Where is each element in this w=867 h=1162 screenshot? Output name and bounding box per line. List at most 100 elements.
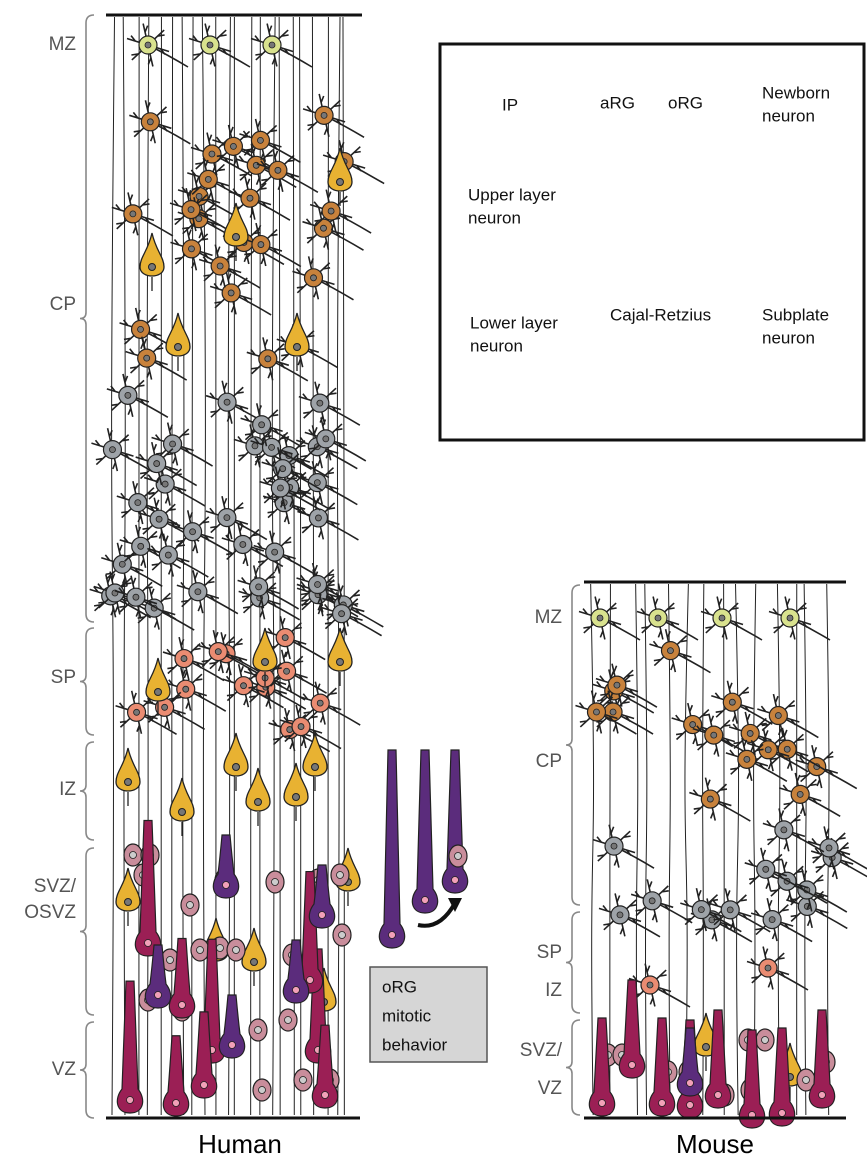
radial-glia [219,995,244,1058]
nucleus [317,400,323,406]
mouse-label: Mouse [676,1129,754,1159]
radial-fiber [668,584,670,1115]
nucleus [655,615,661,621]
org-box-text: behavior [382,1035,448,1054]
nucleus [687,1102,694,1109]
neuron [757,694,818,737]
zone-label: CP [50,294,76,315]
zone-label: SP [537,942,562,963]
nucleus [629,1062,636,1069]
nucleus [715,1092,722,1099]
neuron [296,461,357,504]
zone-brace [80,742,94,840]
nucleus [144,355,150,361]
neuron [112,192,173,235]
legend-label: aRG [600,93,635,112]
nucleus [167,957,174,964]
ip-cell [279,1009,297,1031]
nucleus [183,686,189,692]
newborn-neuron [116,748,140,806]
nucleus [300,1077,307,1084]
neuron [593,825,654,868]
nucleus [294,344,301,351]
nucleus [719,615,725,621]
nucleus [127,1097,134,1104]
nucleus [452,877,459,884]
nucleus [319,912,326,919]
legend-label: neuron [762,328,815,347]
nucleus [255,799,262,806]
nucleus [241,683,247,689]
radial-fiber [591,584,594,1115]
ip-cell [331,864,349,886]
radial-glia [379,750,404,948]
nucleus [145,940,152,947]
nucleus [205,176,211,182]
neuron [747,947,808,990]
nucleus [156,516,162,522]
zone-brace [566,912,580,1013]
ip-cell [449,845,467,867]
radial-fiber [804,584,806,1115]
nucleus [228,290,234,296]
nucleus [765,747,771,753]
newborn-neuron [140,233,164,291]
nucleus [317,700,323,706]
soma [328,628,352,686]
radial-glia [442,750,467,893]
soma [116,748,140,806]
nucleus [455,853,462,860]
neuron [210,271,271,314]
nucleus [269,42,275,48]
zone-label: CP [536,751,562,772]
soma [224,733,248,791]
ip-cell [124,844,142,866]
nucleus [255,1027,262,1034]
nucleus [259,422,265,428]
radial-glia [213,835,238,898]
nucleus [135,500,141,506]
nucleus [711,732,717,738]
nucleus [165,552,171,558]
neuron [631,879,692,922]
ip-cell [756,1029,774,1051]
neuron [206,496,267,539]
nucleus [258,242,264,248]
nucleus [315,515,321,521]
nucleus [179,1002,186,1009]
nucleus [339,932,346,939]
zone-label: IZ [545,980,562,1001]
nucleus [272,879,279,886]
neuron [107,374,168,417]
legend-label: IP [502,95,518,114]
zone-label: SP [51,667,76,688]
zone-label: VZ [52,1059,77,1080]
nucleus [240,541,246,547]
zone-brace [566,585,580,905]
legend-label: Newborn [762,83,830,102]
nucleus [323,436,329,442]
newborn-neuron [285,313,309,371]
nucleus [312,764,319,771]
nucleus [293,987,300,994]
zone-label: SVZ/ [34,876,77,897]
nucleus [265,356,271,362]
ip-cell [181,894,199,916]
nucleus [280,466,286,472]
ip-cell [294,1069,312,1091]
nucleus [196,193,202,199]
nucleus [610,709,616,715]
nucleus [195,589,201,595]
zone-label: MZ [49,34,77,55]
nucleus [765,965,771,971]
nucleus [170,441,176,447]
nucleus [269,444,275,450]
nucleus [155,992,162,999]
radial-fiber [272,17,275,1115]
fiber [379,750,404,948]
radial-fiber [736,584,739,1115]
nucleus [251,959,258,966]
nucleus [209,151,215,157]
radial-glia [589,1018,614,1116]
nucleus [649,898,655,904]
